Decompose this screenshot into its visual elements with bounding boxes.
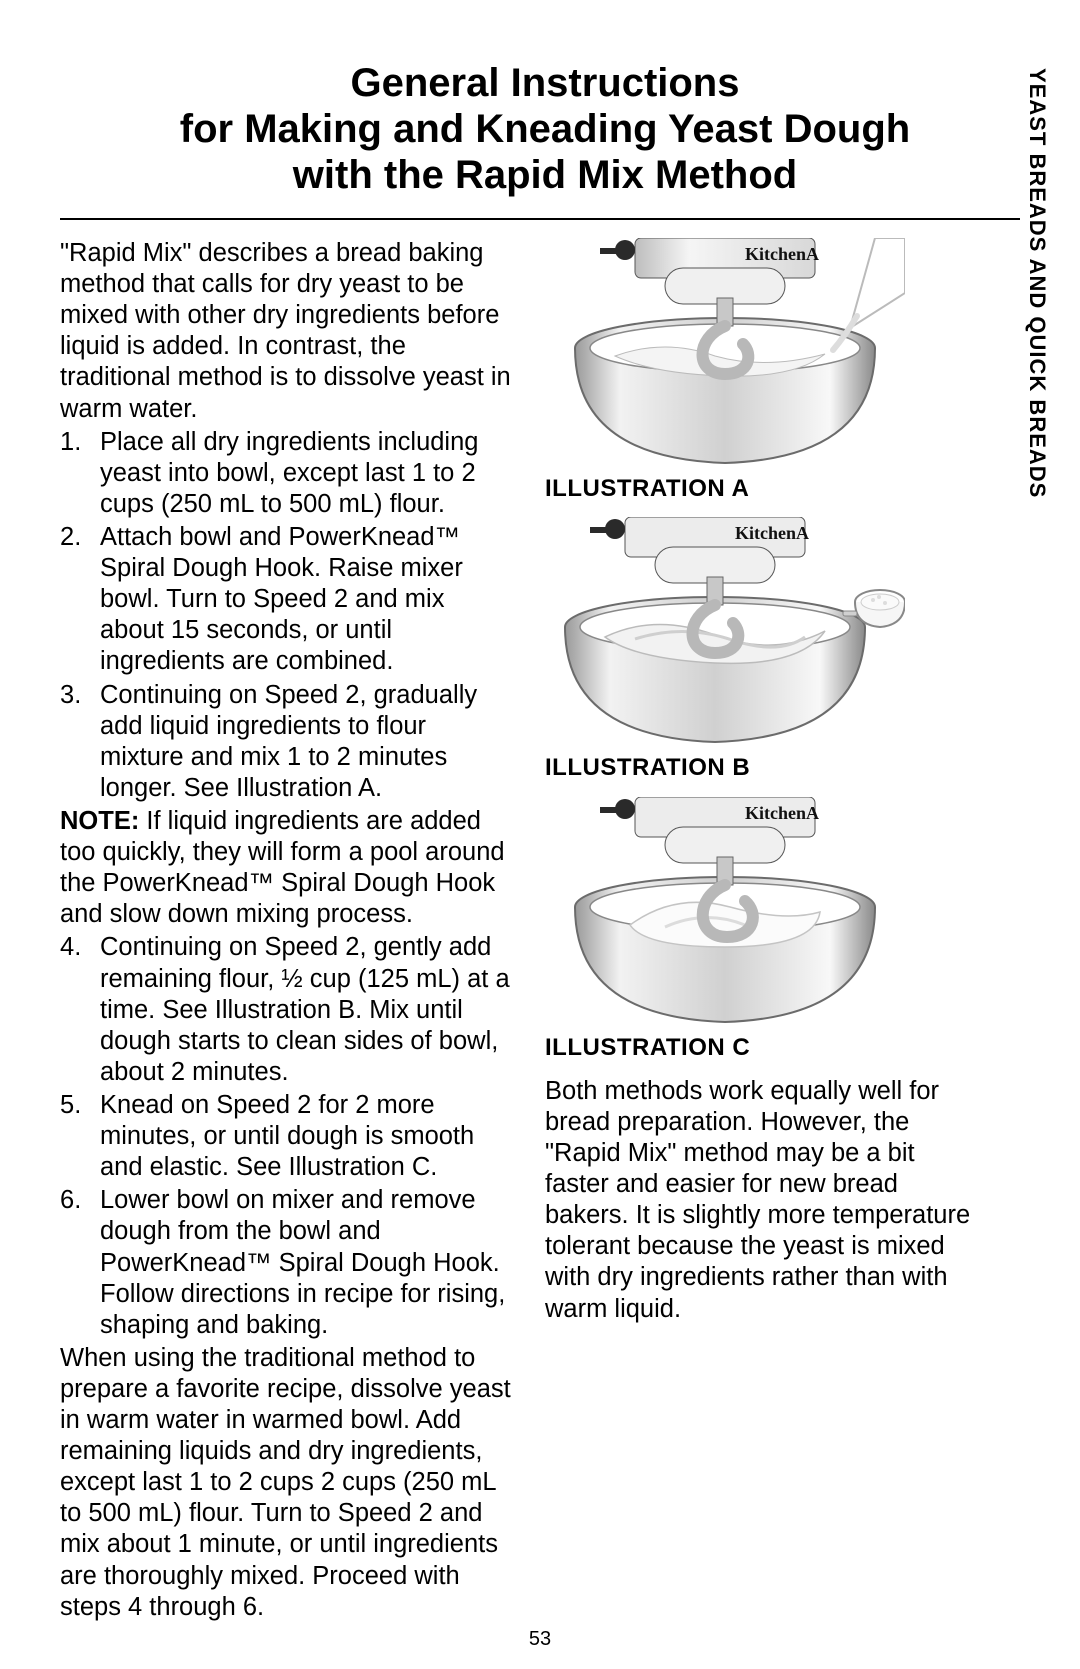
- page-number: 53: [0, 1628, 1080, 1651]
- illustration-a-caption: ILLUSTRATION A: [545, 474, 985, 503]
- closing-paragraph: Both methods work equally well for bread…: [545, 1076, 985, 1325]
- step-4: Continuing on Speed 2, gently add remain…: [60, 932, 515, 1088]
- right-column: KitchenA ILLUSTRATION A: [545, 238, 985, 1623]
- steps-list-1: Place all dry ingredients including yeas…: [60, 427, 515, 804]
- title-line-2: for Making and Kneading Yeast Dough: [180, 107, 910, 151]
- intro-paragraph: "Rapid Mix" describes a bread baking met…: [60, 238, 515, 425]
- mixer-brand-c: KitchenA: [745, 803, 819, 823]
- left-column: "Rapid Mix" describes a bread baking met…: [60, 238, 515, 1623]
- step-5: Knead on Speed 2 for 2 more minutes, or …: [60, 1090, 515, 1183]
- step-3: Continuing on Speed 2, gradually add liq…: [60, 680, 515, 804]
- illustration-c-caption: ILLUSTRATION C: [545, 1033, 985, 1062]
- mixer-illustration-b: KitchenA: [545, 517, 905, 747]
- section-side-label: YEAST BREADS AND QUICK BREADS: [1024, 68, 1050, 498]
- note-paragraph: NOTE: If liquid ingredients are added to…: [60, 806, 515, 930]
- content-columns: "Rapid Mix" describes a bread baking met…: [60, 238, 1020, 1623]
- step-2: Attach bowl and PowerKnead™ Spiral Dough…: [60, 522, 515, 678]
- traditional-paragraph: When using the traditional method to pre…: [60, 1343, 515, 1623]
- title-line-3: with the Rapid Mix Method: [293, 153, 797, 197]
- page-title: General Instructions for Making and Knea…: [110, 60, 980, 198]
- title-rule: [60, 218, 1020, 220]
- illustration-b-block: KitchenA ILLUSTRATION B: [545, 517, 985, 782]
- step-6: Lower bowl on mixer and remove dough fro…: [60, 1185, 515, 1341]
- mixer-illustration-c: KitchenA: [545, 797, 905, 1027]
- steps-list-2: Continuing on Speed 2, gently add remain…: [60, 932, 515, 1340]
- illustration-b-caption: ILLUSTRATION B: [545, 753, 985, 782]
- illustration-c-block: KitchenA ILLUSTRATION C: [545, 797, 985, 1062]
- illustration-a-block: KitchenA ILLUSTRATION A: [545, 238, 985, 503]
- mixer-illustration-a: KitchenA: [545, 238, 905, 468]
- mixer-brand-b: KitchenA: [735, 523, 809, 543]
- title-line-1: General Instructions: [351, 61, 740, 105]
- mixer-brand-a: KitchenA: [745, 244, 819, 264]
- note-label: NOTE:: [60, 807, 139, 835]
- step-1: Place all dry ingredients including yeas…: [60, 427, 515, 520]
